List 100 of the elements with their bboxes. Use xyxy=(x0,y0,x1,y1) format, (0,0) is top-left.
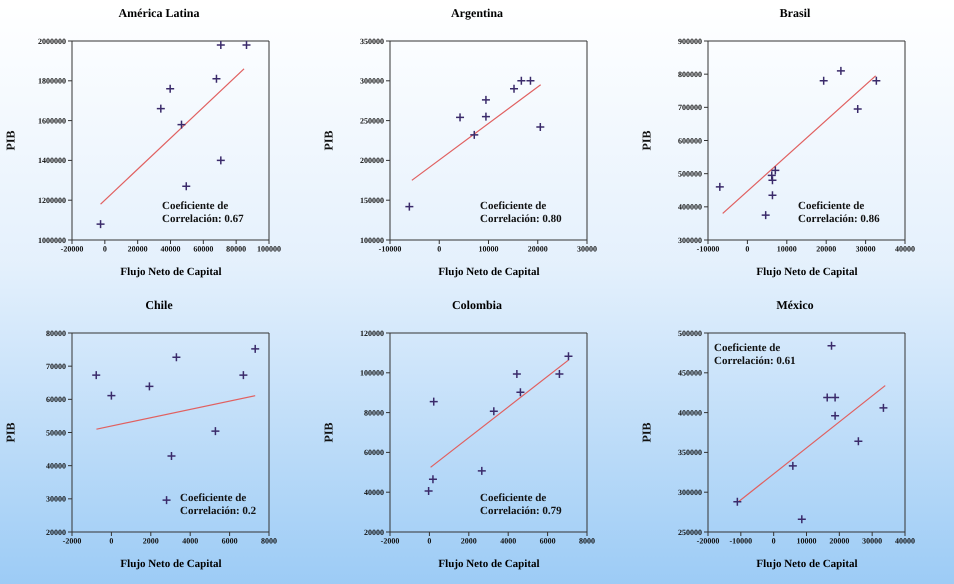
point xyxy=(830,392,840,402)
y-tick-label: 300000 xyxy=(678,488,702,498)
x-tick-label: -2000 xyxy=(380,536,400,546)
point xyxy=(872,76,882,86)
point xyxy=(165,84,175,94)
y-tick-label: 120000 xyxy=(360,328,384,338)
y-axis-title: PIB xyxy=(639,130,654,151)
x-tick-label: 20000 xyxy=(528,244,548,254)
point xyxy=(212,74,222,84)
x-tick-label: 40000 xyxy=(895,244,915,254)
point xyxy=(770,166,780,176)
y-tick-label: 100000 xyxy=(360,236,384,245)
point xyxy=(172,352,182,362)
chart-title: Argentina xyxy=(450,6,504,21)
point xyxy=(826,340,836,350)
x-tick-label: 60000 xyxy=(193,244,214,254)
y-tick-label: 1600000 xyxy=(38,116,66,126)
y-tick-label: 500000 xyxy=(678,328,702,338)
point xyxy=(797,514,807,524)
point xyxy=(404,202,414,212)
y-axis-title: PIB xyxy=(3,130,18,151)
annotation: Coeficiente de Correlación: 0.2 xyxy=(180,492,258,518)
x-tick-label: 30000 xyxy=(856,244,876,254)
x-tick-label: -2000 xyxy=(62,536,82,546)
x-tick-label: 10000 xyxy=(776,244,797,254)
point xyxy=(156,104,166,114)
chart-title: Colombia xyxy=(450,298,503,313)
x-axis-title: Flujo Neto de Capital xyxy=(119,266,223,278)
y-tick-label: 600000 xyxy=(678,136,702,146)
point xyxy=(481,112,491,122)
point xyxy=(428,396,438,406)
x-tick-label: 20000 xyxy=(829,536,850,546)
y-tick-label: 40000 xyxy=(46,462,66,471)
annotation: Coeficiente de Correlación: 0.79 xyxy=(480,492,563,518)
y-tick-label: 50000 xyxy=(46,428,66,438)
y-tick-label: 500000 xyxy=(678,170,702,179)
point xyxy=(428,474,438,484)
point xyxy=(424,486,434,496)
y-tick-label: 250000 xyxy=(678,528,702,537)
y-tick-label: 2000000 xyxy=(38,36,66,46)
y-tick-label: 60000 xyxy=(364,448,384,458)
point xyxy=(554,369,564,379)
point xyxy=(238,370,248,380)
y-tick-label: 40000 xyxy=(364,488,384,498)
x-tick-label: -10000 xyxy=(696,244,720,254)
y-tick-label: 450000 xyxy=(678,368,702,378)
x-tick-label: -10000 xyxy=(729,536,752,546)
point xyxy=(242,41,252,50)
point xyxy=(509,84,519,94)
annotation: Coeficiente de Correlación: 0.80 xyxy=(480,200,563,226)
x-tick-label: 40000 xyxy=(895,536,915,546)
chart-title: América Latina xyxy=(118,6,200,21)
point xyxy=(760,210,770,220)
point xyxy=(182,182,192,192)
y-tick-label: 250000 xyxy=(360,116,384,126)
x-tick-label: 6000 xyxy=(222,536,238,546)
point xyxy=(854,436,864,446)
point xyxy=(96,219,106,229)
point xyxy=(91,370,101,380)
x-axis-title: Flujo Neto de Capital xyxy=(119,558,223,570)
x-tick-label: 8000 xyxy=(579,536,595,546)
point xyxy=(852,104,862,114)
annotation: Coeficiente de Correlación: 0.67 xyxy=(162,200,245,226)
point xyxy=(481,95,491,105)
y-tick-label: 350000 xyxy=(678,448,702,458)
point xyxy=(878,403,888,413)
point xyxy=(732,497,742,506)
x-tick-label: 8000 xyxy=(261,536,277,546)
point xyxy=(822,392,832,402)
x-tick-label: -20000 xyxy=(60,244,84,254)
point xyxy=(470,130,480,140)
x-tick-label: -10000 xyxy=(378,244,402,254)
chart-title: México xyxy=(775,298,815,313)
x-tick-label: 30000 xyxy=(862,536,882,546)
y-tick-label: 1000000 xyxy=(38,236,66,245)
x-tick-label: 4000 xyxy=(182,536,198,546)
y-axis-title: PIB xyxy=(321,422,336,443)
point xyxy=(536,122,546,132)
point xyxy=(216,41,226,50)
y-tick-label: 800000 xyxy=(678,70,702,80)
y-tick-label: 30000 xyxy=(46,494,66,504)
point xyxy=(715,182,725,192)
x-tick-label: 0 xyxy=(772,536,776,546)
y-tick-label: 80000 xyxy=(364,408,384,418)
x-tick-label: 0 xyxy=(437,244,442,254)
x-tick-label: 10000 xyxy=(478,244,498,254)
x-tick-label: 0 xyxy=(745,244,750,254)
x-axis-title: Flujo Neto de Capital xyxy=(755,558,859,570)
x-tick-label: 30000 xyxy=(577,244,597,254)
chart-title: Brasil xyxy=(778,6,812,21)
x-tick-label: 20000 xyxy=(128,244,148,254)
point xyxy=(210,426,220,436)
x-tick-label: 0 xyxy=(109,536,114,546)
point xyxy=(564,352,574,362)
point xyxy=(818,76,828,86)
point xyxy=(106,390,116,400)
y-tick-label: 400000 xyxy=(678,202,702,212)
x-tick-label: 2000 xyxy=(142,536,159,546)
x-axis-title: Flujo Neto de Capital xyxy=(437,266,541,278)
y-tick-label: 300000 xyxy=(360,76,384,86)
